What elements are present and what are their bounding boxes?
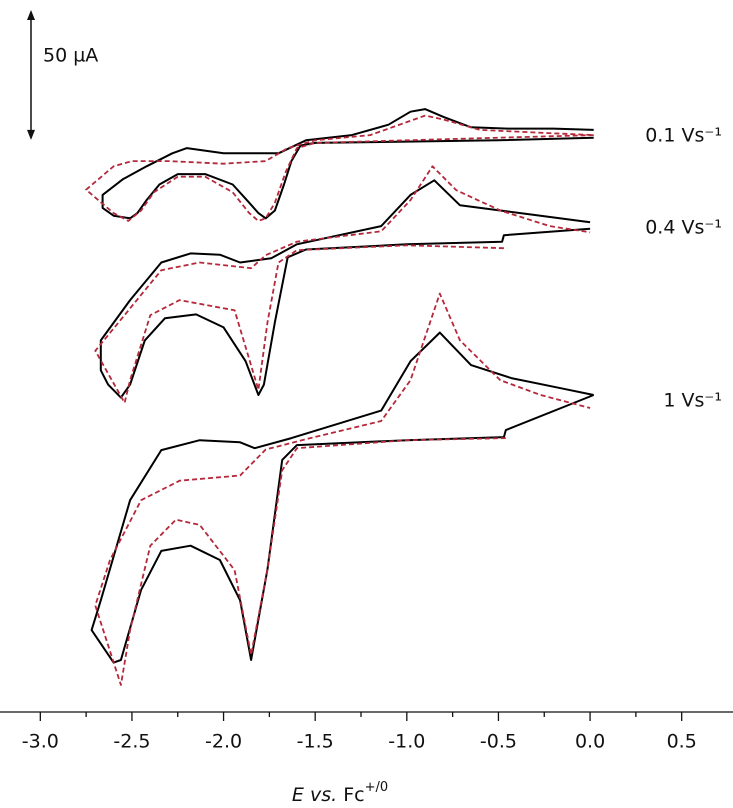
experimental-curve: [99, 179, 591, 399]
scale-bar-arrow: [27, 129, 35, 140]
x-tick-label: -1.5: [297, 731, 334, 753]
x-tick-label: -2.0: [205, 731, 242, 753]
simulated-curve: [94, 292, 591, 686]
x-label-text: vs.: [310, 784, 337, 806]
x-axis-title: E vs. Fc+/0: [292, 780, 388, 806]
x-label-unit: Fc: [343, 784, 364, 806]
scale-bar-label: 50 µA: [43, 45, 98, 67]
series-label: 1 Vs⁻¹: [663, 389, 722, 411]
x-label-superscript: +/0: [365, 780, 389, 795]
x-tick-label: -2.5: [113, 731, 150, 753]
x-label-symbol: E: [292, 784, 304, 806]
series-label: 0.4 Vs⁻¹: [645, 217, 722, 239]
scale-bar-arrow: [27, 10, 35, 20]
x-tick-label: -3.0: [22, 731, 59, 753]
x-tick-label: 0.5: [667, 731, 697, 753]
series-label: 0.1 Vs⁻¹: [645, 124, 722, 146]
simulated-curve: [94, 165, 591, 404]
x-tick-label: -0.5: [480, 731, 517, 753]
x-tick-label: 0.0: [575, 731, 605, 753]
experimental-curve: [90, 331, 595, 664]
x-tick-label: -1.0: [388, 731, 425, 753]
simulated-curve: [85, 114, 594, 222]
experimental-curve: [101, 108, 594, 220]
